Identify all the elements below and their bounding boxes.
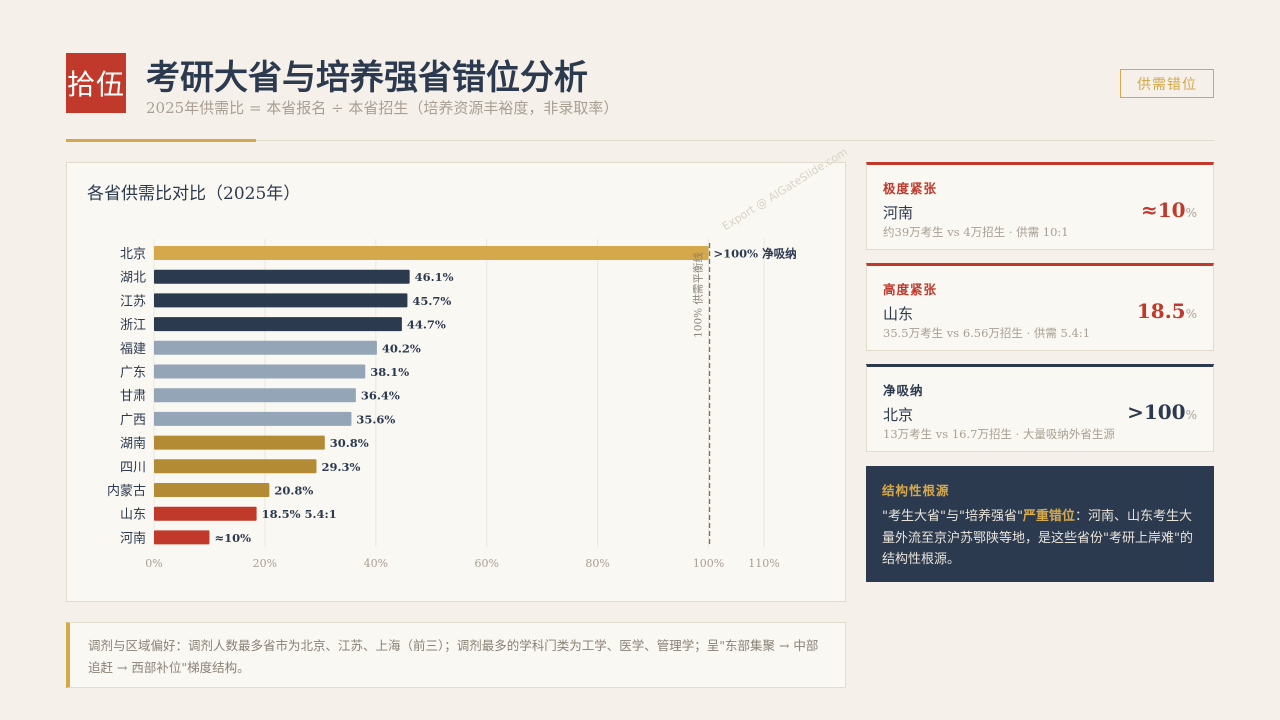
value-label: 29.3% [321, 460, 360, 474]
page-subtitle: 2025年供需比 = 本省报名 ÷ 本省招生（培养资源丰裕度，非录取率） [146, 99, 619, 117]
category-label: 湖北 [120, 271, 146, 286]
x-tick-label: 110% [748, 557, 779, 570]
category-label: 福建 [120, 342, 146, 357]
bar [154, 435, 325, 450]
category-label: 北京 [120, 247, 146, 262]
bar [154, 530, 210, 545]
bar [154, 364, 366, 379]
root-cause-highlight: 严重错位 [1022, 509, 1075, 524]
value-label: >100% 净吸纳 [714, 247, 797, 261]
chart-card: 各省供需比对比（2025年） 北京 >100% 净吸纳湖北 46.1% 江苏 45.7%… [66, 162, 846, 602]
card-high-tension: 高度紧张 山东 35.5万考生 vs 6.56万招生 · 供需 5.4:1 18… [866, 263, 1214, 351]
category-label: 河南 [120, 530, 146, 546]
root-cause-card: 结构性根源 "考生大省"与"培养强省"严重错位：河南、山东考生大量外流至京沪苏鄂… [866, 466, 1214, 582]
value-label: ≈10% [214, 531, 251, 545]
bar [154, 246, 709, 260]
header-divider-accent [66, 139, 256, 142]
value-label: 36.4% [361, 389, 400, 403]
bar [154, 269, 410, 284]
category-label: 浙江 [120, 318, 146, 333]
reference-line-label: 100% 供需平衡线 [692, 252, 705, 338]
x-tick-label: 100% [693, 557, 724, 570]
category-label: 广西 [120, 413, 146, 428]
category-label: 甘肃 [120, 389, 146, 404]
header-divider [66, 140, 1214, 141]
root-cause-text: "考生大省"与"培养强省"严重错位：河南、山东考生大量外流至京沪苏鄂陕等地，是这… [882, 509, 1193, 567]
category-label: 广东 [120, 366, 146, 381]
value-label: 20.8% [274, 484, 313, 498]
card-value: 18.5% [1136, 299, 1197, 323]
card-detail: 13万考生 vs 16.7万招生 · 大量吸纳外省生源 [883, 427, 1115, 441]
card-province: 山东 [883, 305, 914, 323]
card-province: 北京 [883, 406, 914, 424]
value-label: 40.2% [382, 341, 421, 355]
value-label: 18.5% 5.4:1 [262, 507, 337, 521]
value-label: 46.1% [415, 270, 454, 284]
category-label: 四川 [120, 460, 146, 475]
bar [154, 483, 270, 497]
card-value: ≈10% [1141, 198, 1197, 222]
card-value: >100% [1127, 400, 1197, 424]
x-tick-label: 20% [253, 557, 277, 570]
value-label: 44.7% [407, 318, 446, 332]
value-label: 45.7% [412, 294, 451, 308]
category-label: 山东 [120, 508, 146, 523]
x-tick-label: 80% [585, 557, 609, 570]
card-label: 高度紧张 [883, 282, 938, 297]
root-cause-label: 结构性根源 [882, 483, 950, 498]
x-tick-label: 0% [145, 557, 162, 570]
value-label: 30.8% [330, 436, 369, 450]
topic-tag: 供需错位 [1120, 69, 1214, 98]
card-extreme-tension: 极度紧张 河南 约39万考生 vs 4万招生 · 供需 10:1 ≈10% [866, 162, 1214, 250]
card-net-absorb: 净吸纳 北京 13万考生 vs 16.7万招生 · 大量吸纳外省生源 >100% [866, 364, 1214, 452]
footnote: 调剂与区域偏好：调剂人数最多省市为北京、江苏、上海（前三）；调剂最多的学科门类为… [66, 622, 846, 688]
category-label: 湖南 [120, 436, 146, 452]
card-detail: 35.5万考生 vs 6.56万招生 · 供需 5.4:1 [883, 326, 1091, 340]
bar [154, 293, 408, 308]
bar [154, 388, 356, 403]
page-title: 考研大省与培养强省错位分析 [146, 58, 588, 98]
x-tick-label: 40% [364, 557, 388, 570]
card-province: 河南 [883, 204, 914, 222]
value-label: 38.1% [370, 365, 409, 379]
bar [154, 459, 317, 474]
x-tick-label: 60% [475, 557, 499, 570]
card-detail: 约39万考生 vs 4万招生 · 供需 10:1 [883, 225, 1069, 239]
bar [154, 340, 377, 355]
category-label: 内蒙古 [107, 483, 146, 499]
card-label: 净吸纳 [883, 383, 924, 398]
bar [154, 506, 257, 521]
chart-title: 各省供需比对比（2025年） [87, 184, 301, 204]
value-label: 35.6% [356, 412, 395, 426]
section-badge: 拾伍 [66, 53, 126, 113]
card-label: 极度紧张 [883, 181, 938, 196]
bar [154, 317, 402, 332]
category-label: 江苏 [120, 293, 146, 309]
bar [154, 411, 352, 426]
